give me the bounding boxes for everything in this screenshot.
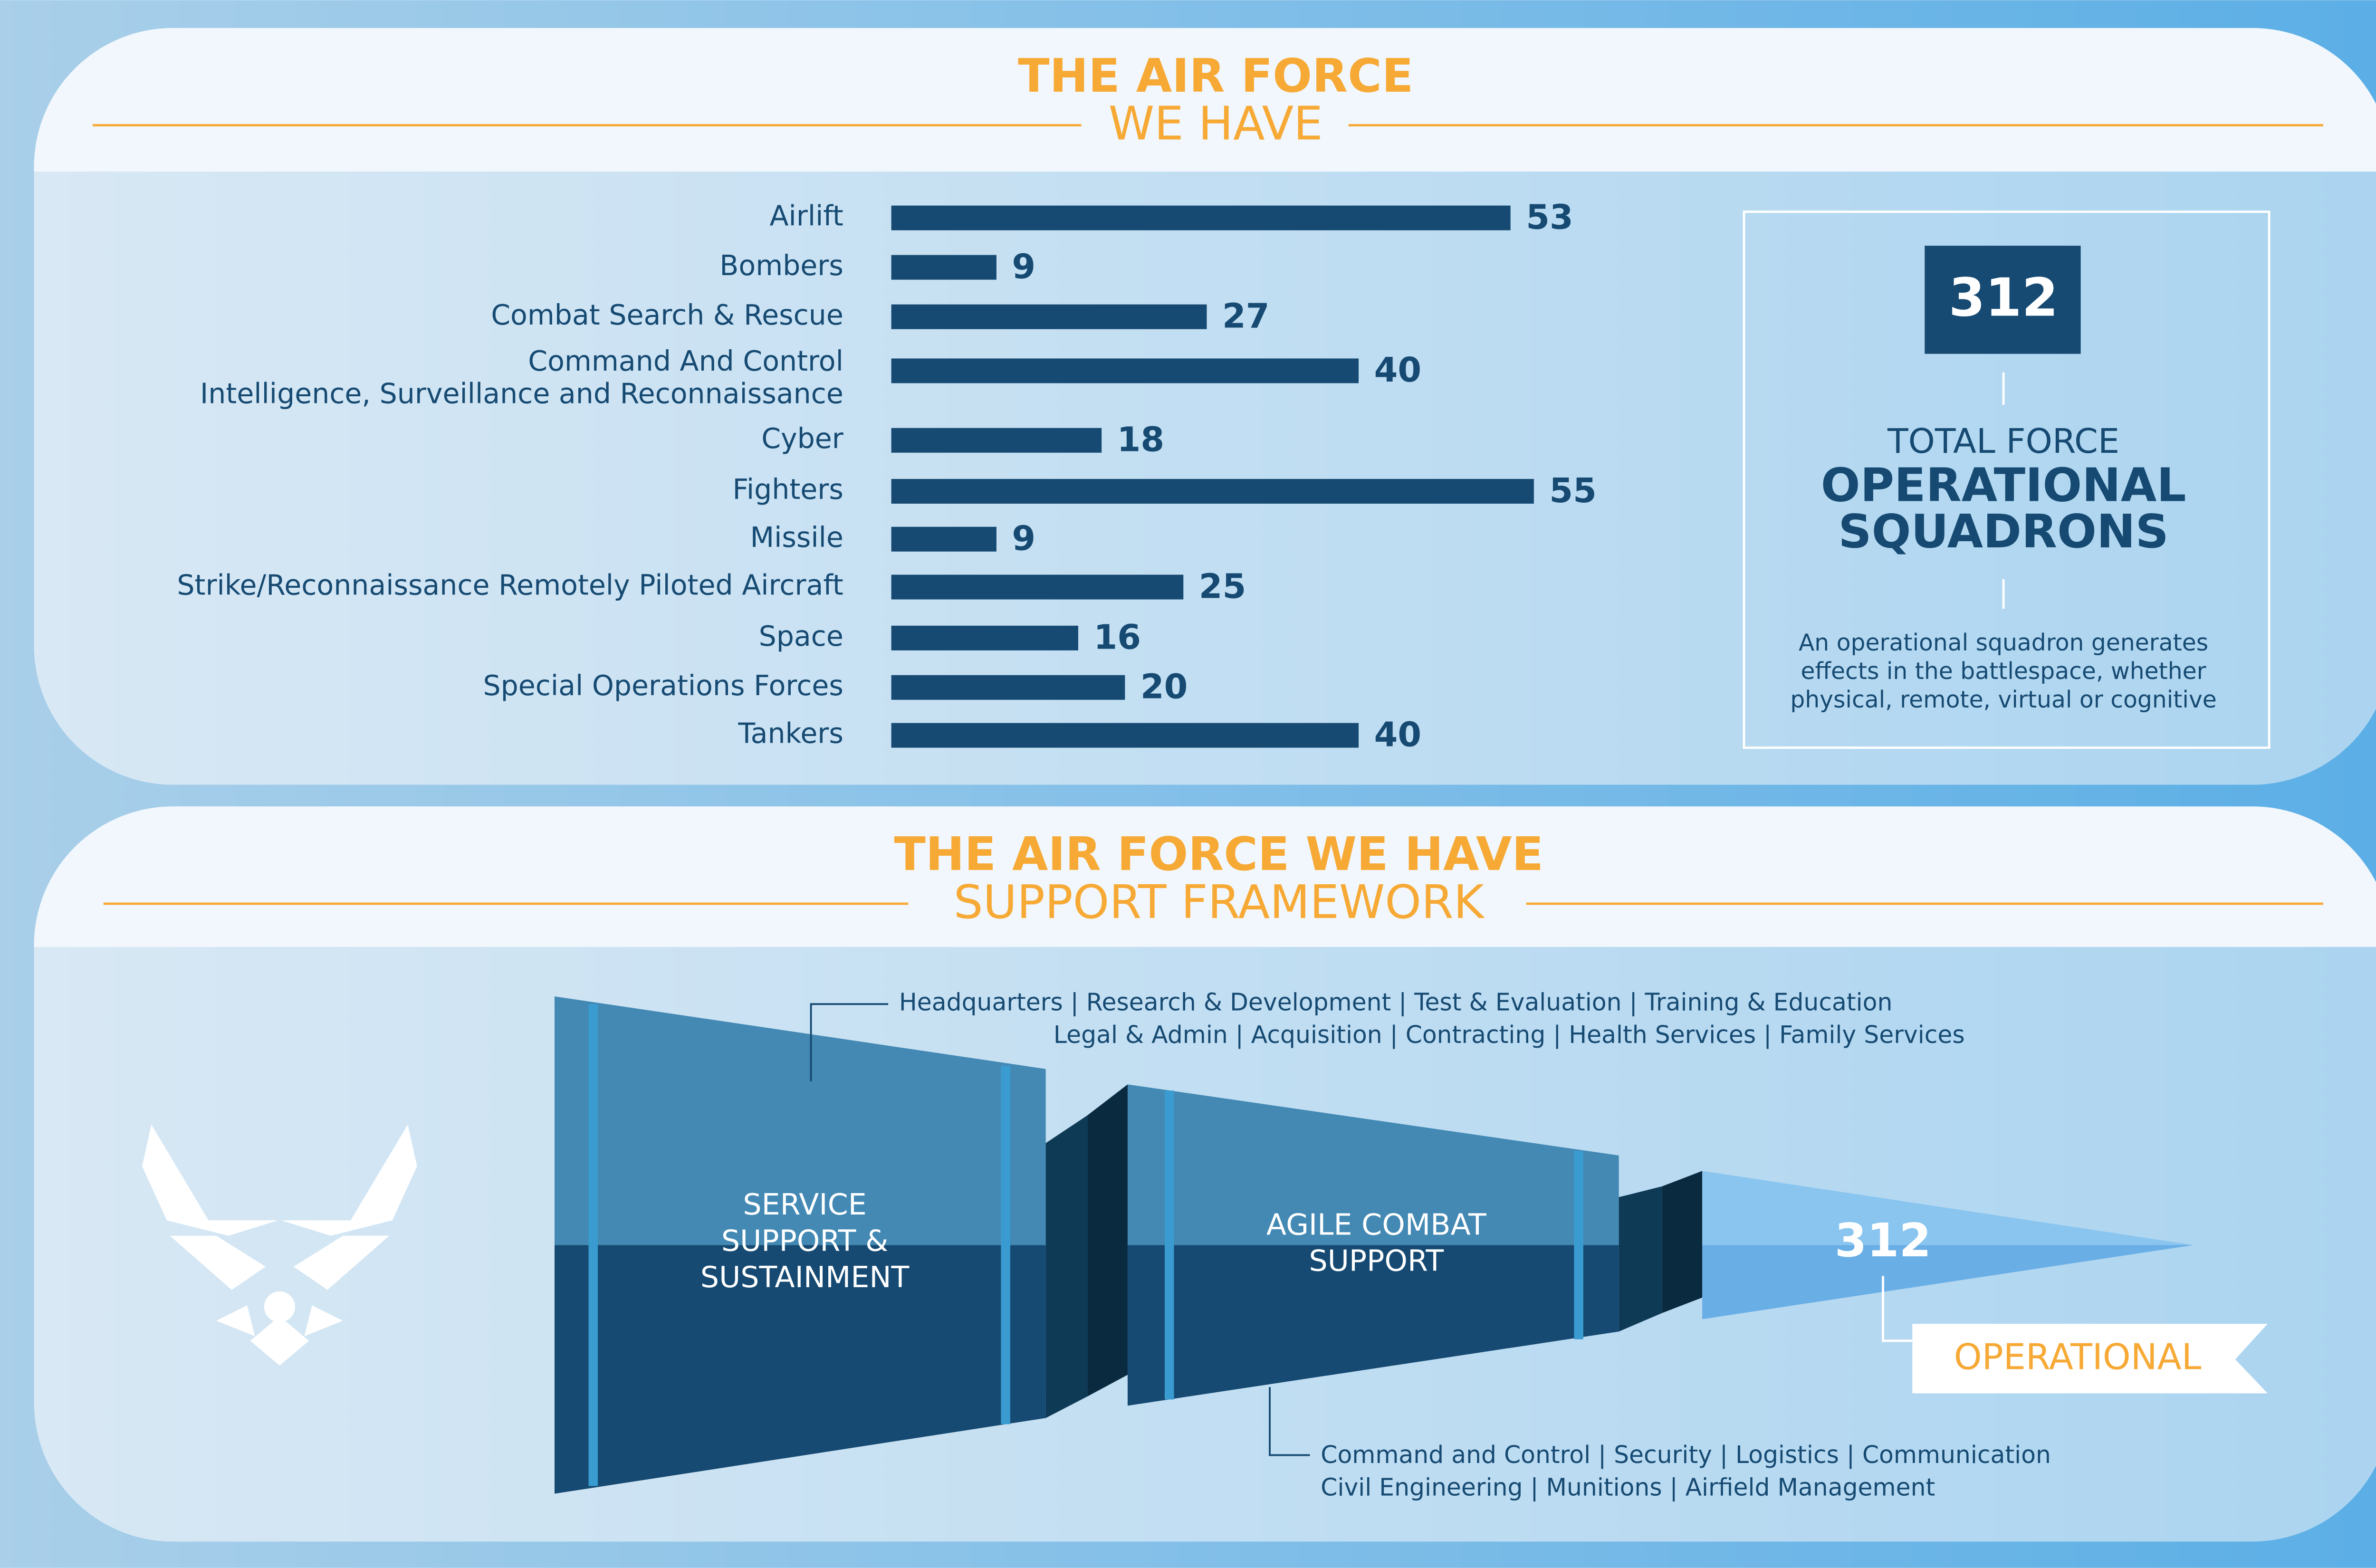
value-label: 9: [1012, 519, 1035, 558]
bar: [891, 723, 1359, 748]
chart-title: THE AIR FORCE: [1018, 48, 1413, 103]
bar: [891, 675, 1125, 700]
bar: [891, 255, 996, 280]
value-label: 9: [1012, 247, 1035, 286]
value-label: 55: [1549, 471, 1597, 510]
bar: [891, 358, 1359, 383]
category-label: Space: [759, 620, 843, 652]
category-label: Fighters: [733, 473, 843, 506]
bar: [891, 526, 996, 552]
value-label: 40: [1374, 715, 1422, 754]
service-items: Headquarters | Research & Development | …: [899, 988, 1893, 1016]
category-label: Special Operations Forces: [483, 669, 843, 702]
bar: [891, 205, 1511, 230]
operational-label: OPERATIONAL: [1954, 1336, 2202, 1377]
category-label: Bombers: [719, 249, 843, 282]
category-label: Cyber: [761, 422, 844, 455]
category-label: Combat Search & Rescue: [491, 299, 843, 331]
value-label: 27: [1222, 296, 1270, 335]
category-label: Strike/Reconnaissance Remotely Piloted A…: [177, 569, 843, 602]
operational-count: 312: [1835, 1213, 1932, 1267]
summary-box: [1743, 210, 2271, 749]
category-label: Tankers: [738, 717, 843, 750]
bar-chart: Airlift 53 Bombers 9 Combat Search & Rescue 2…: [177, 197, 1597, 754]
service-items: Legal & Admin | Acquisition | Contractin…: [1054, 1021, 1965, 1049]
value-label: 25: [1199, 566, 1246, 606]
value-label: 16: [1094, 618, 1141, 657]
agile-combat-label: AGILE COMBAT SUPPORT: [1266, 1207, 1486, 1278]
bottom-panel: [34, 806, 2376, 1542]
service-support-label: SERVICE SUPPORT & SUSTAINMENT: [700, 1187, 910, 1294]
combat-items: Civil Engineering | Munitions | Airfield…: [1321, 1473, 1935, 1501]
chart-subtitle: WE HAVE: [1109, 96, 1323, 151]
bar: [891, 304, 1207, 329]
value-label: 40: [1374, 350, 1422, 390]
bar: [891, 625, 1079, 650]
value-label: 20: [1140, 667, 1188, 707]
category-label: Command And Control Intelligence, Surveil…: [200, 345, 843, 410]
total-count: 312: [1949, 267, 2059, 328]
category-label: Airlift: [770, 200, 843, 232]
combat-items: Command and Control | Security | Logisti…: [1321, 1441, 2051, 1469]
top-panel: [34, 28, 2376, 785]
funnel: [554, 996, 2268, 1494]
total-heading: OPERATIONAL SQUADRONS: [1821, 458, 2186, 558]
total-label: TOTAL FORCE: [1887, 421, 2119, 461]
description: An operational squadron generates effects…: [1790, 630, 2216, 713]
framework-title: THE AIR FORCE WE HAVE: [894, 827, 1543, 881]
category-label: Missile: [750, 521, 843, 554]
bar: [891, 428, 1102, 453]
value-label: 53: [1526, 197, 1573, 237]
bar: [891, 574, 1184, 600]
framework-subtitle: SUPPORT FRAMEWORK: [954, 875, 1485, 929]
total-badge: [1925, 246, 2081, 354]
value-label: 18: [1117, 420, 1165, 459]
bar: [891, 478, 1534, 504]
